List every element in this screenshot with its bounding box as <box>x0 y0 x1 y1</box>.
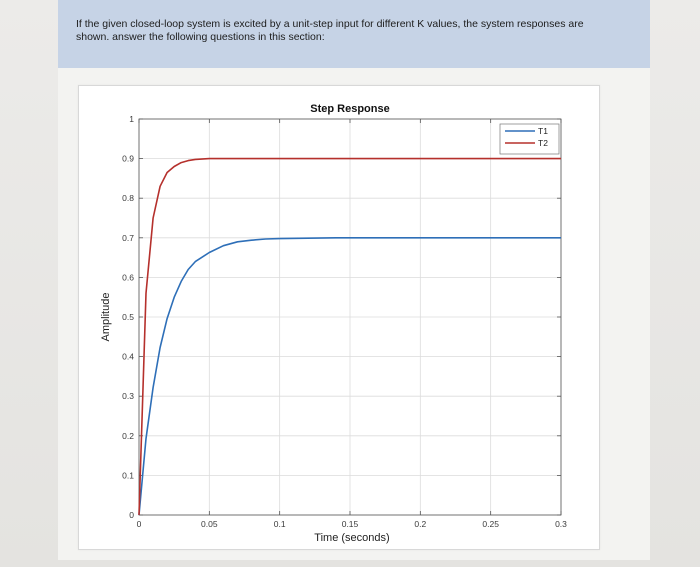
y-tick-label: 0.7 <box>122 233 134 243</box>
chart-series <box>138 157 561 516</box>
chart-grid <box>138 118 562 516</box>
y-tick-label: 0.2 <box>122 431 134 441</box>
legend-box <box>499 123 560 155</box>
question-text: If the given closed-loop system is excit… <box>76 18 584 43</box>
y-tick-label: 0.8 <box>122 193 134 203</box>
chart-title: Step Response <box>310 103 389 115</box>
y-axis-label: Amplitude <box>100 293 112 342</box>
x-tick-label: 0.3 <box>555 519 567 529</box>
x-tick-label: 0 <box>137 519 142 529</box>
x-tick-label: 0.05 <box>201 519 218 529</box>
x-tick-label: 0.1 <box>274 519 286 529</box>
x-tick-label: 0.15 <box>342 519 359 529</box>
y-tick-label: 1 <box>129 114 134 124</box>
y-tick-label: 0.9 <box>122 154 134 164</box>
legend-label-t1: T1 <box>538 126 548 136</box>
series-line-t1 <box>138 237 561 516</box>
y-tick-label: 0.3 <box>122 391 134 401</box>
legend-label-t2: T2 <box>538 138 548 148</box>
y-tick-label: 0.1 <box>122 470 134 480</box>
y-tick-label: 0.4 <box>122 352 134 362</box>
y-tick-label: 0 <box>129 510 134 520</box>
series-line-t2 <box>138 157 561 516</box>
figure-frame <box>78 85 600 550</box>
x-tick-label: 0.2 <box>414 519 426 529</box>
x-axis-label: Time (seconds) <box>314 532 389 544</box>
y-tick-label: 0.5 <box>122 312 134 322</box>
question-panel <box>58 0 650 68</box>
y-tick-label: 0.6 <box>122 272 134 282</box>
x-tick-label: 0.25 <box>482 519 499 529</box>
chart-ticks: 0 0.05 0.1 0.15 0.2 0.25 0.3 0 0.1 0.2 0.3 0.4 0.5 0.… <box>122 114 567 529</box>
